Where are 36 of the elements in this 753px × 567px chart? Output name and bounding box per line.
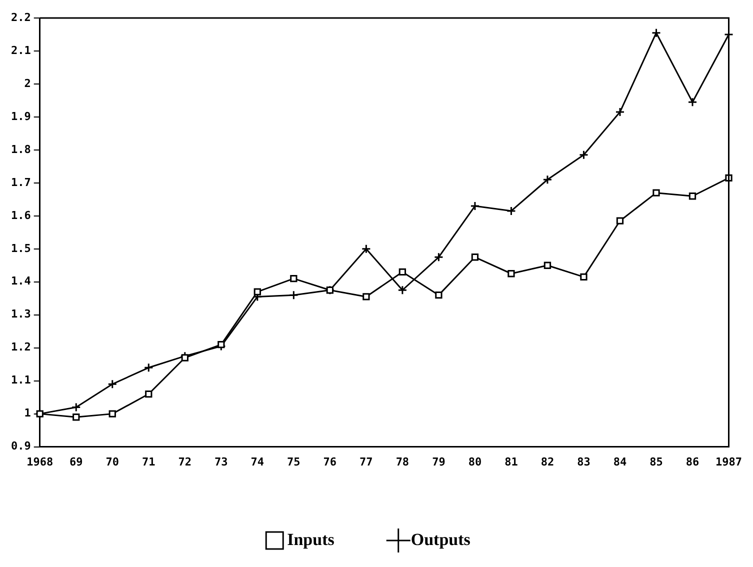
y-tick-label: 1.4 [10,274,32,288]
x-tick-label: 74 [250,455,264,468]
y-tick-label: 1.5 [10,242,31,255]
y-tick-label: 1 [24,406,32,420]
x-tick-label: 75 [287,455,300,468]
x-tick-label: 77 [360,455,373,468]
x-tick-label: 83 [577,455,590,468]
y-tick-label: 1.8 [10,142,31,156]
y-tick-label: 2 [24,76,31,90]
x-tick-label: 79 [432,455,446,468]
x-tick-label: 81 [504,455,518,468]
x-tick-label: 76 [323,455,337,468]
legend-label: Outputs [410,530,471,549]
x-tick-label: 72 [178,455,192,468]
x-tick-label: 78 [396,455,410,468]
x-tick-label: 82 [540,455,554,468]
x-tick-label: 1987 [716,455,742,468]
x-tick-label: 70 [106,455,120,468]
x-tick-label: 69 [70,455,83,468]
x-tick-label: 85 [650,455,663,468]
x-tick-label: 86 [686,455,700,468]
y-tick-label: 1.7 [10,176,31,189]
legend-label: Inputs [287,530,335,549]
y-tick-label: 0.9 [10,440,31,453]
x-tick-label: 84 [613,455,627,468]
y-tick-label: 1.1 [10,374,32,387]
y-tick-label: 1.2 [10,340,31,354]
x-tick-label: 73 [214,455,228,468]
x-tick-label: 1968 [26,455,54,468]
x-tick-label: 71 [142,455,156,468]
y-tick-label: 1.3 [10,308,31,321]
y-tick-label: 1.6 [10,208,32,222]
y-tick-label: 2.1 [10,44,32,57]
x-tick-label: 80 [468,455,482,468]
y-tick-label: 1.9 [10,110,31,123]
y-tick-label: 2.2 [10,10,31,24]
